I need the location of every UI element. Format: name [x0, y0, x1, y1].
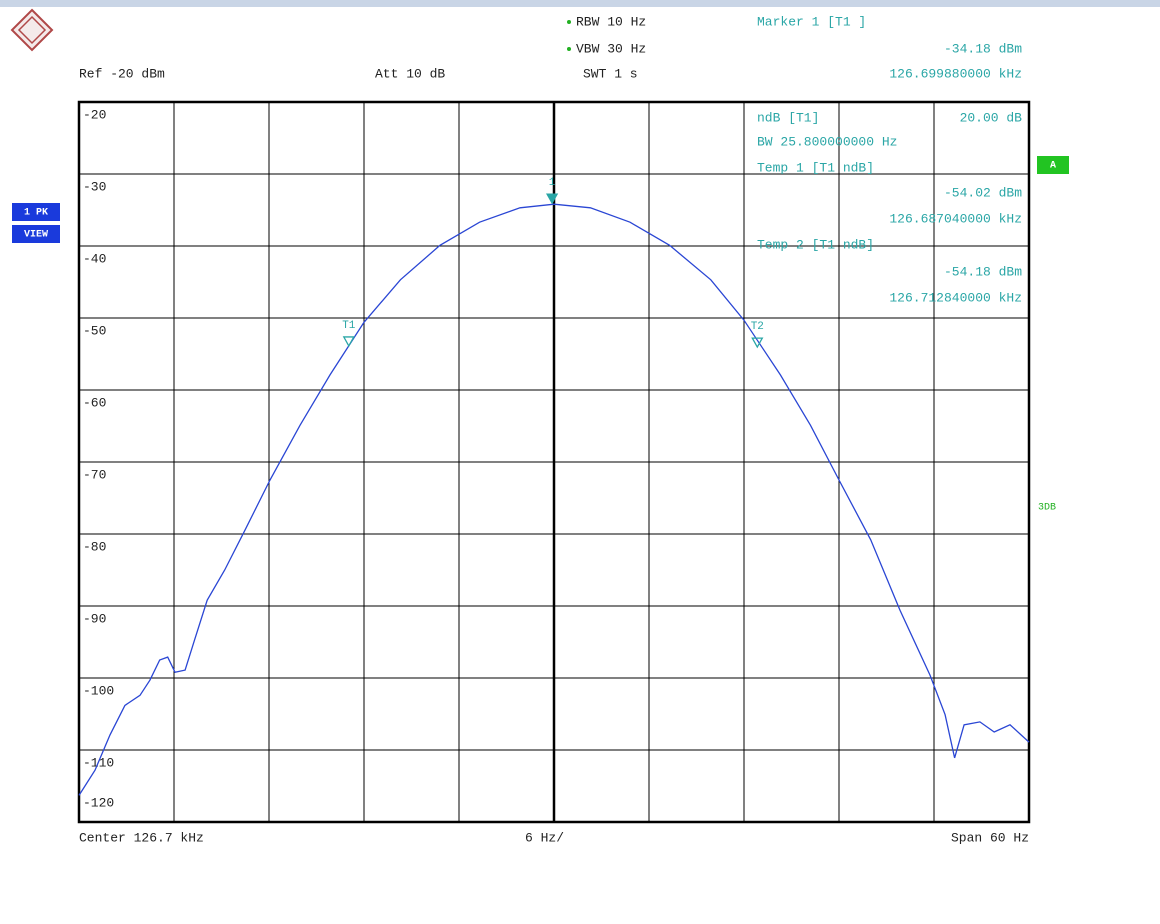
temp1-level: -54.02 dBm — [944, 185, 1022, 200]
y-tick-label: -40 — [83, 251, 106, 266]
per-division: 6 Hz/ — [525, 830, 564, 845]
marker-level: -34.18 dBm — [944, 41, 1022, 56]
coupled-dot — [567, 20, 571, 24]
marker-label: T1 — [342, 320, 356, 332]
temp1-title: Temp 1 [T1 ndB] — [757, 160, 874, 175]
temp2-freq: 126.712840000 kHz — [889, 290, 1022, 305]
marker — [342, 336, 355, 348]
bandwidth: BW 25.800000000 Hz — [757, 134, 897, 149]
span: Span 60 Hz — [951, 830, 1029, 845]
trace-view: VIEW — [24, 230, 48, 241]
y-tick-label: -70 — [83, 467, 106, 482]
center-freq: Center 126.7 kHz — [79, 830, 204, 845]
y-tick-label: -100 — [83, 683, 114, 698]
top-bar — [0, 0, 1160, 7]
trace-mode-box — [12, 203, 60, 221]
temp2-level: -54.18 dBm — [944, 264, 1022, 279]
marker-label: T2 — [751, 321, 764, 333]
limit-label: 3DB — [1038, 503, 1056, 514]
marker-label: 1 — [549, 177, 556, 189]
temp2-title: Temp 2 [T1 ndB] — [757, 237, 874, 252]
y-tick-label: -60 — [83, 395, 106, 410]
y-tick-label: -120 — [83, 795, 114, 810]
marker — [751, 337, 764, 349]
coupled-dot — [567, 47, 571, 51]
logo — [10, 8, 54, 52]
marker-title: Marker 1 [T1 ] — [757, 14, 866, 29]
vbw: VBW 30 Hz — [576, 41, 646, 56]
marker-freq: 126.699880000 kHz — [889, 66, 1022, 81]
y-tick-label: -50 — [83, 323, 106, 338]
y-tick-label: -20 — [83, 107, 106, 122]
marker — [545, 193, 559, 205]
screen-label: A — [1050, 161, 1056, 172]
trace-mode: 1 PK — [24, 208, 48, 219]
y-tick-label: -80 — [83, 539, 106, 554]
y-tick-label: -90 — [83, 611, 106, 626]
swt: SWT 1 s — [583, 66, 638, 81]
plot-frame — [77, 100, 1031, 824]
ref-level: Ref -20 dBm — [79, 66, 165, 81]
screen-box — [1037, 156, 1069, 174]
y-tick-label: -30 — [83, 179, 106, 194]
attenuation: Att 10 dB — [375, 66, 445, 81]
ndb-label: ndB [T1] — [757, 110, 819, 125]
ndb-value: 20.00 dB — [960, 110, 1023, 125]
temp1-freq: 126.687040000 kHz — [889, 211, 1022, 226]
trace-view-box — [12, 225, 60, 243]
trace — [78, 203, 1030, 796]
rbw: RBW 10 Hz — [576, 14, 646, 29]
